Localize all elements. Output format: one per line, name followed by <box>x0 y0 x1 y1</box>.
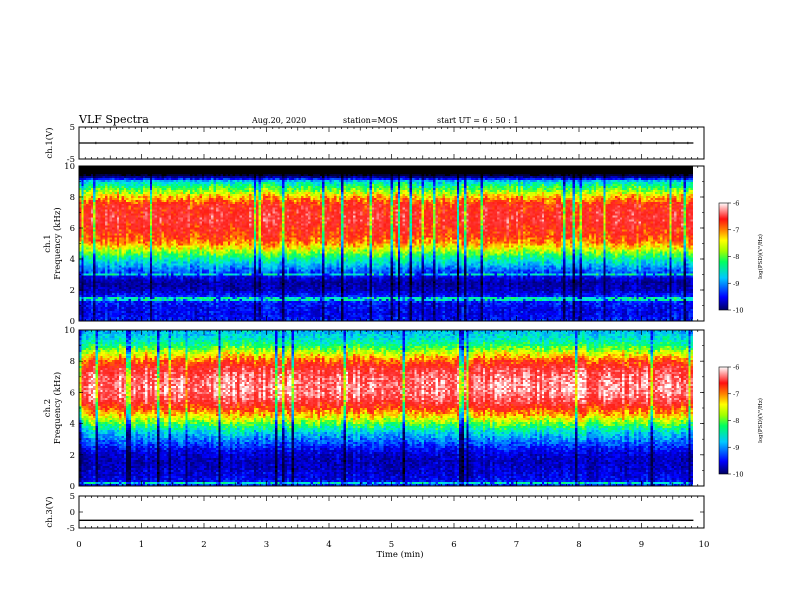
x-tick-label: 8 <box>576 540 581 550</box>
spectrogram-ch2 <box>79 330 704 486</box>
y-tick-label: 6 <box>70 388 75 398</box>
x-tick-label: 0 <box>76 540 81 550</box>
y-tick-label: 4 <box>70 420 75 430</box>
colorbar-tick-label: -7 <box>733 390 739 398</box>
header-station: station=MOS <box>343 116 398 125</box>
header-date: Aug.20, 2020 <box>251 116 306 125</box>
y-tick-label: 5 <box>70 492 75 502</box>
colorbar-ch2: -6 -7 -8 -9 -10 log(PSD)(V²/Hz) <box>718 364 764 479</box>
colorbar-scale <box>718 366 729 475</box>
colorbar-tick-label: -8 <box>733 253 739 261</box>
x-tick-label: 1 <box>139 540 144 550</box>
y-tick-label: 2 <box>70 451 75 461</box>
spectrogram-ch1 <box>79 166 704 321</box>
colorbar-scale <box>718 202 729 311</box>
colorbar-tick-label: -6 <box>733 364 739 372</box>
panels: 5 -5 ch.1(V) -6 -7 -8 -9 -10 log(PSD)(V²/Hz) 0 2 4 6… <box>43 123 764 550</box>
chart-title: VLF Spectra <box>78 113 149 126</box>
y-axis-label: ch.2 <box>43 399 53 417</box>
y-tick-label: 8 <box>70 357 75 367</box>
colorbar-title: log(PSD)(V²/Hz) <box>757 234 764 279</box>
spectrogram-image <box>79 330 694 486</box>
colorbar-tick-label: -8 <box>733 417 739 425</box>
y-axis-label: ch.3(V) <box>44 496 55 527</box>
y-tick-label: 0 <box>70 508 75 518</box>
x-axis-label: Time (min) <box>376 549 423 560</box>
y-axis-label: ch.1(V) <box>44 127 55 158</box>
y-axis-label: ch.1 <box>43 234 53 252</box>
colorbar-title: log(PSD)(V²/Hz) <box>757 398 764 443</box>
y-tick-label: 10 <box>64 162 75 172</box>
colorbar-tick-label: -10 <box>733 471 743 479</box>
x-tick-label: 4 <box>326 540 331 550</box>
y-tick-label: 0 <box>70 317 75 327</box>
header-start-time: start UT = 6 : 50 : 1 <box>437 116 518 125</box>
colorbar-tick-label: -10 <box>733 307 743 315</box>
y-axis-label: Frequency (kHz) <box>52 207 63 279</box>
y-tick-label: 2 <box>70 286 75 296</box>
x-tick-label: 10 <box>699 540 710 550</box>
spectrogram-empty-area <box>693 330 704 486</box>
y-tick-label: 8 <box>70 193 75 203</box>
x-tick-label: 6 <box>451 540 456 550</box>
x-tick-label: 7 <box>514 540 519 550</box>
colorbar-tick-label: -9 <box>733 444 739 452</box>
colorbar-ch1: -6 -7 -8 -9 -10 log(PSD)(V²/Hz) <box>718 200 764 315</box>
x-tick-label: 5 <box>389 540 394 550</box>
spectrogram-image <box>79 166 694 321</box>
y-tick-label: 10 <box>64 326 75 336</box>
x-tick-label: 9 <box>639 540 644 550</box>
y-tick-label: 6 <box>70 224 75 234</box>
y-tick-label: 4 <box>70 255 75 265</box>
colorbar-tick-label: -7 <box>733 226 739 234</box>
colorbar-tick-label: -9 <box>733 280 739 288</box>
y-tick-label: 0 <box>70 482 75 492</box>
x-tick-label: 3 <box>264 540 269 550</box>
y-tick-label: -5 <box>67 524 75 534</box>
y-axis-label: Frequency (kHz) <box>52 372 63 444</box>
y-tick-label: -5 <box>67 155 75 165</box>
y-tick-label: 5 <box>70 123 75 133</box>
colorbar-tick-label: -6 <box>733 200 739 208</box>
x-tick-label: 2 <box>201 540 206 550</box>
spectrogram-empty-area <box>693 166 704 321</box>
